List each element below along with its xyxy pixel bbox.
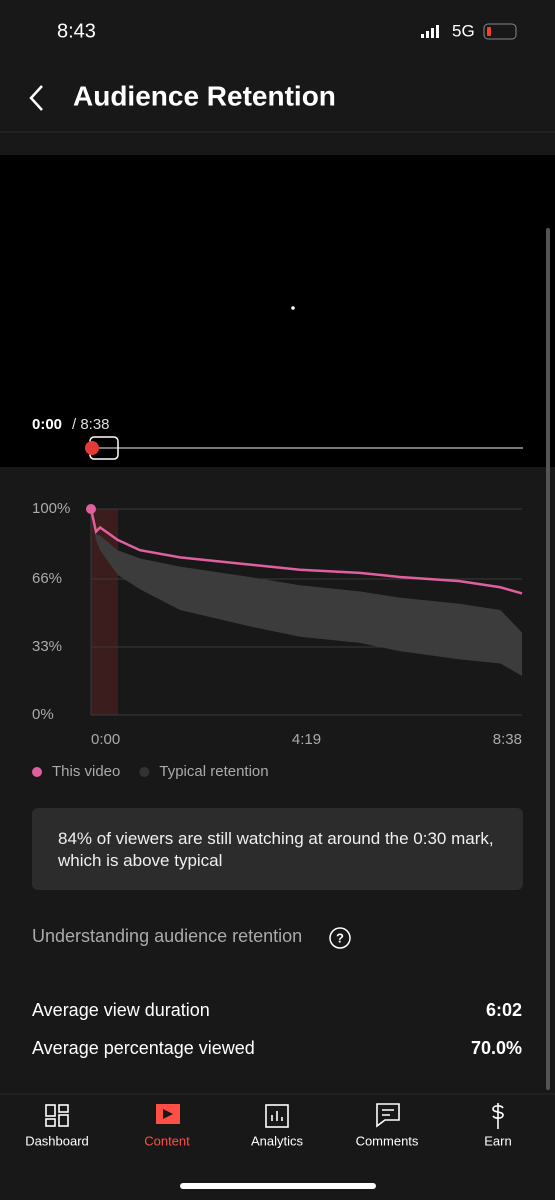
stat-label: Average percentage viewed xyxy=(32,1038,255,1058)
legend-dot xyxy=(139,767,150,777)
scrollbar xyxy=(546,228,550,1090)
nav-label[interactable]: Content xyxy=(144,1133,190,1148)
home-indicator xyxy=(180,1183,376,1189)
help-icon-glyph: ? xyxy=(336,930,344,945)
y-tick-label: 66% xyxy=(32,570,62,587)
back-button[interactable] xyxy=(29,85,43,111)
help-icon[interactable] xyxy=(329,927,351,949)
nav-icons xyxy=(45,1103,504,1129)
current-time: 0:00 xyxy=(32,416,62,433)
x-tick-label: 8:38 xyxy=(493,731,522,748)
nav-label[interactable]: Comments xyxy=(356,1133,419,1148)
legend-label: This video xyxy=(52,763,120,780)
stat-label: Average view duration xyxy=(32,1000,210,1020)
video-frame xyxy=(291,306,295,310)
legend-label: Typical retention xyxy=(159,763,268,780)
x-tick-label: 0:00 xyxy=(91,731,120,748)
stat-value: 6:02 xyxy=(486,1000,522,1020)
help-link[interactable]: Understanding audience retention xyxy=(32,926,303,946)
video-player[interactable] xyxy=(0,155,555,467)
battery xyxy=(483,23,517,40)
header-title: Audience Retention xyxy=(73,80,336,111)
network: 5G xyxy=(452,21,475,40)
retention-line xyxy=(89,508,523,595)
retention-chart: 0% 33% 66% 100% 0:00 4:19 8:38 This video Typica… xyxy=(32,500,523,780)
y-tick-label: 100% xyxy=(32,500,70,517)
y-tick-label: 33% xyxy=(32,638,62,655)
scrub-handle[interactable] xyxy=(85,441,99,455)
nav-label[interactable]: Earn xyxy=(484,1133,511,1148)
nav-label[interactable]: Dashboard xyxy=(25,1133,89,1148)
stat-value: 70.0% xyxy=(471,1038,522,1058)
start-point xyxy=(86,504,96,514)
legend-dot xyxy=(32,767,42,777)
signal xyxy=(421,25,439,38)
nav-label[interactable]: Analytics xyxy=(251,1133,304,1148)
duration: / 8:38 xyxy=(72,416,110,433)
status-time: 8:43 xyxy=(57,20,96,42)
y-tick-label: 0% xyxy=(32,706,54,723)
typical-band xyxy=(91,509,522,676)
x-tick-label: 4:19 xyxy=(292,731,321,748)
insight-box: 84% of viewers are still watching at aro… xyxy=(32,808,523,890)
